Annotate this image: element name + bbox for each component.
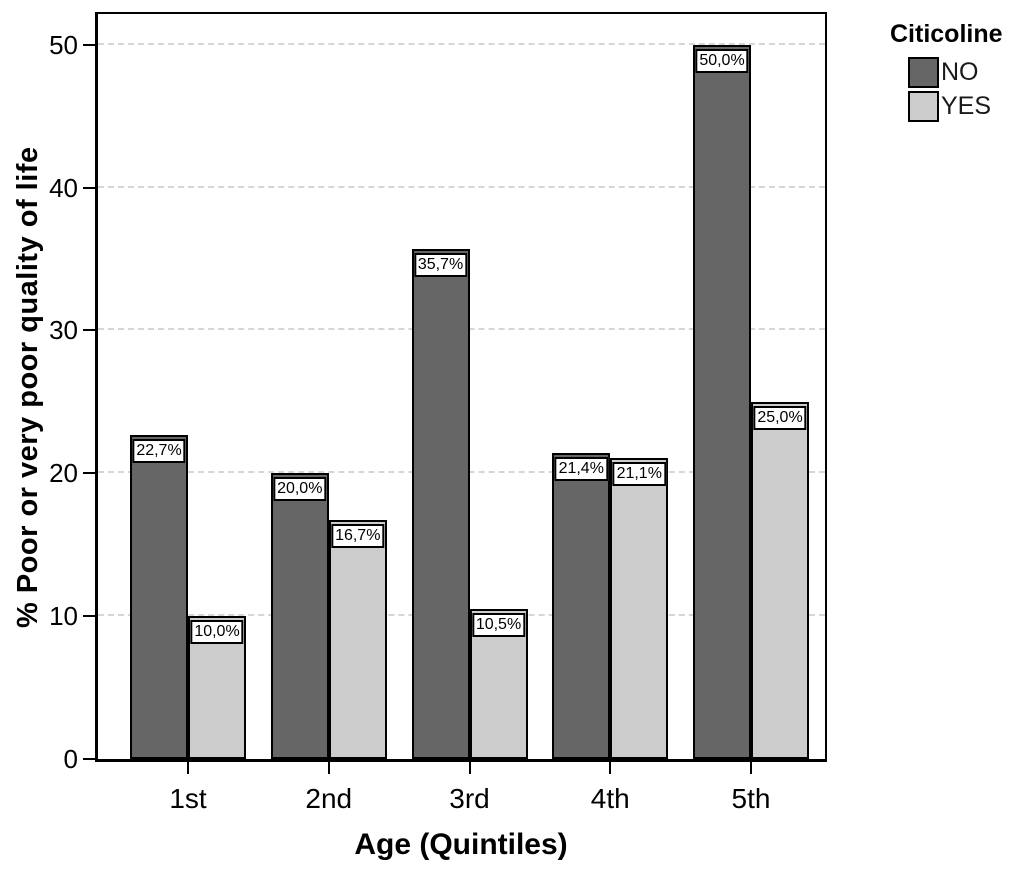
x-tick-label-2nd: 2nd: [305, 783, 353, 814]
y-tick-label-10: 10: [49, 601, 78, 632]
plot-area: 0 10 20 30 40 50 1st 2nd 3rd 4th 5th 22,7% 20,0% 35,7…: [49, 12, 827, 814]
x-tick-label-3rd: 3rd: [449, 783, 490, 814]
y-tick-label-20: 20: [49, 458, 78, 489]
x-tick-3rd: [468, 761, 471, 774]
y-tick-30: [83, 329, 96, 332]
bar-value-label: 21,4%: [554, 457, 608, 482]
bar-value-label: 22,7%: [132, 438, 186, 463]
bar-yes-1st: 10,0%: [188, 616, 246, 759]
legend-label-no: NO: [941, 58, 979, 86]
bar-no-3rd: 35,7%: [411, 249, 470, 759]
gridline-40: [98, 185, 825, 188]
bar-no-2nd: 20,0%: [270, 473, 329, 759]
bar-yes-4th: 21,1%: [610, 457, 669, 759]
bar-value-label: 21,1%: [612, 461, 666, 486]
x-tick-2nd: [327, 761, 330, 774]
bar-yes-2nd: 16,7%: [328, 520, 387, 759]
legend-rows: NO YES: [888, 57, 1003, 122]
y-axis-title: % Poor or very poor quality of life: [12, 146, 44, 628]
legend-item-no: NO: [908, 57, 1003, 88]
bar-no-5th: 50,0%: [693, 44, 751, 759]
gridline-50: [98, 42, 825, 45]
x-tick-5th: [750, 761, 752, 774]
y-tick-50: [83, 43, 96, 46]
y-tick-0: [83, 758, 96, 760]
bar-value-label: 20,0%: [273, 477, 327, 502]
bar-value-label: 35,7%: [413, 253, 468, 277]
legend-title: Citicoline: [890, 20, 1003, 48]
bar-value-label: 16,7%: [331, 524, 385, 549]
x-tick-label-4th: 4th: [590, 783, 630, 814]
bar-value-label: 50,0%: [695, 48, 749, 73]
x-tick-label-1st: 1st: [169, 783, 207, 814]
bar-no-1st: 22,7%: [130, 434, 188, 759]
y-tick-label-50: 50: [49, 29, 78, 60]
legend-label-yes: YES: [941, 92, 992, 120]
y-tick-label-30: 30: [49, 315, 78, 346]
bar-yes-5th: 25,0%: [751, 401, 809, 759]
x-axis-title: Age (Quintiles): [354, 828, 568, 861]
legend: Citicoline NO YES: [888, 20, 1003, 125]
bar-yes-3rd: 10,5%: [469, 609, 528, 759]
bar-value-label: 10,0%: [190, 620, 244, 645]
y-tick-label-0: 0: [63, 744, 78, 774]
legend-swatch-yes: [908, 91, 939, 122]
y-tick-40: [83, 186, 96, 189]
legend-swatch-no: [908, 57, 939, 88]
y-tick-10: [83, 615, 96, 618]
y-tick-20: [83, 472, 96, 475]
legend-item-yes: YES: [908, 91, 1003, 122]
bar-value-label: 25,0%: [753, 405, 807, 430]
x-tick-4th: [609, 761, 612, 774]
x-tick-1st: [187, 761, 189, 774]
y-tick-label-40: 40: [49, 172, 78, 203]
x-tick-label-5th: 5th: [731, 783, 771, 814]
bar-value-label: 10,5%: [471, 613, 526, 637]
bar-no-4th: 21,4%: [552, 453, 611, 759]
